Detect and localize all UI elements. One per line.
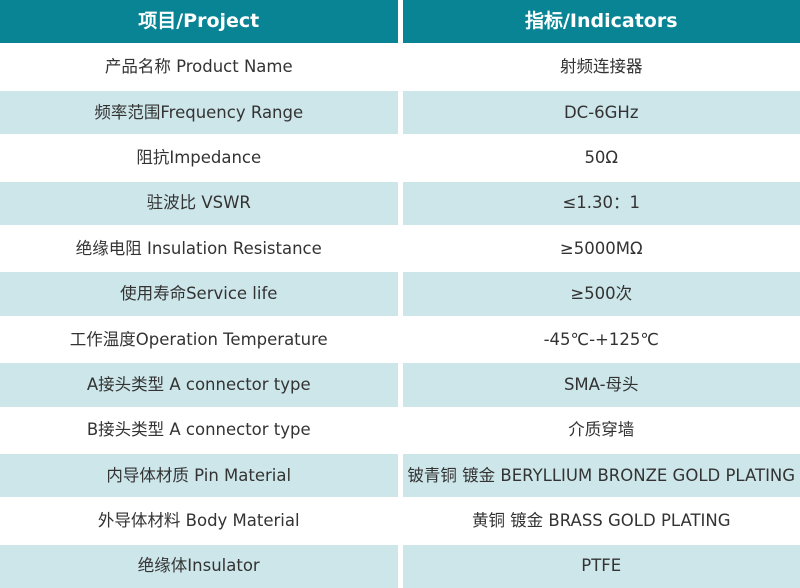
project-cell: 使用寿命Service life (0, 272, 398, 316)
table-row: 阻抗Impedance 50Ω (0, 136, 800, 180)
project-cell: 驻波比 VSWR (0, 181, 398, 225)
project-cell: 阻抗Impedance (0, 136, 398, 180)
project-cell: 绝缘体Insulator (0, 544, 398, 588)
table-row: 外导体材料 Body Material 黄铜 镀金 BRASS GOLD PLA… (0, 499, 800, 543)
indicator-cell: 射频连接器 (402, 45, 800, 89)
project-cell: 产品名称 Product Name (0, 45, 398, 89)
project-cell: 频率范围Frequency Range (0, 90, 398, 135)
column-header-indicators: 指标/Indicators (402, 0, 800, 44)
column-header-project: 项目/Project (0, 0, 398, 44)
table-row: 产品名称 Product Name 射频连接器 (0, 45, 800, 89)
table-row: 绝缘电阻 Insulation Resistance ≥5000MΩ (0, 226, 800, 271)
table-row: 工作温度Operation Temperature -45℃-+125℃ (0, 317, 800, 362)
table-row: 驻波比 VSWR ≤1.30：1 (0, 181, 800, 225)
indicator-cell: 50Ω (402, 136, 800, 180)
project-cell: A接头类型 A connector type (0, 363, 398, 407)
indicator-cell: ≥5000MΩ (402, 226, 800, 271)
indicator-cell: SMA-母头 (402, 363, 800, 407)
indicator-cell: ≤1.30：1 (402, 181, 800, 225)
project-cell: 外导体材料 Body Material (0, 499, 398, 543)
indicator-cell: 介质穿墙 (402, 408, 800, 452)
table-header-row: 项目/Project 指标/Indicators (0, 0, 800, 44)
project-cell: 绝缘电阻 Insulation Resistance (0, 226, 398, 271)
indicator-cell: 黄铜 镀金 BRASS GOLD PLATING (402, 499, 800, 543)
indicator-cell: PTFE (402, 544, 800, 588)
table-row: 频率范围Frequency Range DC-6GHz (0, 90, 800, 135)
table-row: 使用寿命Service life ≥500次 (0, 272, 800, 316)
project-cell: 工作温度Operation Temperature (0, 317, 398, 362)
indicator-cell: ≥500次 (402, 272, 800, 316)
project-cell: B接头类型 A connector type (0, 408, 398, 452)
table-row: A接头类型 A connector type SMA-母头 (0, 363, 800, 407)
indicator-cell: DC-6GHz (402, 90, 800, 135)
table-row: 绝缘体Insulator PTFE (0, 544, 800, 588)
indicator-cell: -45℃-+125℃ (402, 317, 800, 362)
table-row: 内导体材质 Pin Material 铍青铜 镀金 BERYLLIUM BRON… (0, 453, 800, 498)
indicator-cell: 铍青铜 镀金 BERYLLIUM BRONZE GOLD PLATING (402, 453, 800, 498)
table-row: B接头类型 A connector type 介质穿墙 (0, 408, 800, 452)
project-cell: 内导体材质 Pin Material (0, 453, 398, 498)
